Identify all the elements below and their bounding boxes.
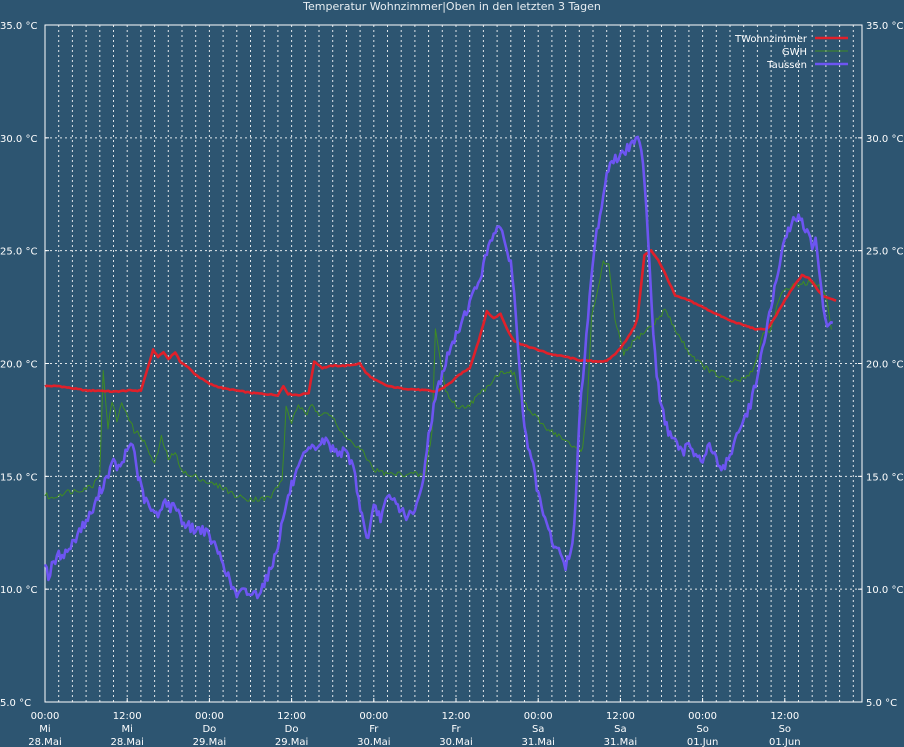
x-tick-day: So xyxy=(779,724,791,735)
x-tick-date: 01.Jun xyxy=(687,737,719,747)
legend-label-gwh: GWH xyxy=(782,47,807,58)
y-tick-label-left: 30.0 °C xyxy=(0,134,37,145)
legend-label-twohnzimmer: TWohnzimmer xyxy=(734,34,808,45)
y-tick-label-left: 25.0 °C xyxy=(0,247,37,258)
series-lines xyxy=(43,135,837,600)
x-tick-time: 12:00 xyxy=(770,711,799,722)
x-tick-date: 30.Mai xyxy=(439,737,472,747)
x-tick-time: 12:00 xyxy=(113,711,142,722)
x-tick-time: 12:00 xyxy=(606,711,635,722)
series-line-taussen xyxy=(43,135,834,600)
y-tick-label-left: 35.0 °C xyxy=(0,21,37,32)
y-tick-label-right: 35.0 °C xyxy=(866,21,903,32)
axes: 5.0 °C 5.0 °C 10.0 °C 10.0 °C 15.0 °C 15.0 °C… xyxy=(0,21,903,747)
x-tick-time: 00:00 xyxy=(359,711,388,722)
y-tick-label-left: 5.0 °C xyxy=(0,698,31,709)
x-tick-day: Sa xyxy=(614,724,626,735)
plot-frame xyxy=(44,24,863,703)
x-tick-day: Mi xyxy=(39,724,50,735)
y-tick-label-left: 15.0 °C xyxy=(0,472,37,483)
x-tick-day: So xyxy=(696,724,708,735)
x-tick-day: Fr xyxy=(369,724,379,735)
x-tick-time: 12:00 xyxy=(277,711,306,722)
x-tick-day: Sa xyxy=(532,724,544,735)
x-tick-date: 31.Mai xyxy=(604,737,637,747)
series-line-gwh xyxy=(44,260,832,502)
x-tick-day: Do xyxy=(285,724,299,735)
x-tick-date: 29.Mai xyxy=(275,737,308,747)
x-tick-time: 00:00 xyxy=(195,711,224,722)
x-tick-time: 00:00 xyxy=(31,711,60,722)
x-tick-date: 28.Mai xyxy=(28,737,61,747)
x-tick-day: Do xyxy=(202,724,216,735)
legend-label-taussen: Taussen xyxy=(766,60,807,71)
series-line-twohnzimmer xyxy=(44,249,837,397)
y-tick-label-right: 25.0 °C xyxy=(866,247,903,258)
x-tick-time: 12:00 xyxy=(442,711,471,722)
x-tick-date: 29.Mai xyxy=(193,737,226,747)
y-tick-label-right: 5.0 °C xyxy=(866,698,897,709)
x-tick-date: 30.Mai xyxy=(357,737,390,747)
grid xyxy=(45,25,862,702)
x-tick-date: 31.Mai xyxy=(521,737,554,747)
chart-title: Temperatur Wohnzimmer|Oben in den letzte… xyxy=(302,0,601,13)
x-tick-day: Fr xyxy=(451,724,461,735)
x-tick-time: 00:00 xyxy=(688,711,717,722)
y-tick-label-left: 20.0 °C xyxy=(0,360,37,371)
y-tick-label-right: 15.0 °C xyxy=(866,472,903,483)
legend: TWohnzimmer GWH Taussen xyxy=(734,34,848,71)
x-tick-date: 01.Jun xyxy=(769,737,801,747)
x-tick-date: 28.Mai xyxy=(110,737,143,747)
y-tick-label-right: 10.0 °C xyxy=(866,585,903,596)
y-tick-label-right: 30.0 °C xyxy=(866,134,903,145)
y-tick-label-right: 20.0 °C xyxy=(866,360,903,371)
x-tick-day: Mi xyxy=(121,724,132,735)
y-tick-label-left: 10.0 °C xyxy=(0,585,37,596)
x-tick-time: 00:00 xyxy=(524,711,553,722)
